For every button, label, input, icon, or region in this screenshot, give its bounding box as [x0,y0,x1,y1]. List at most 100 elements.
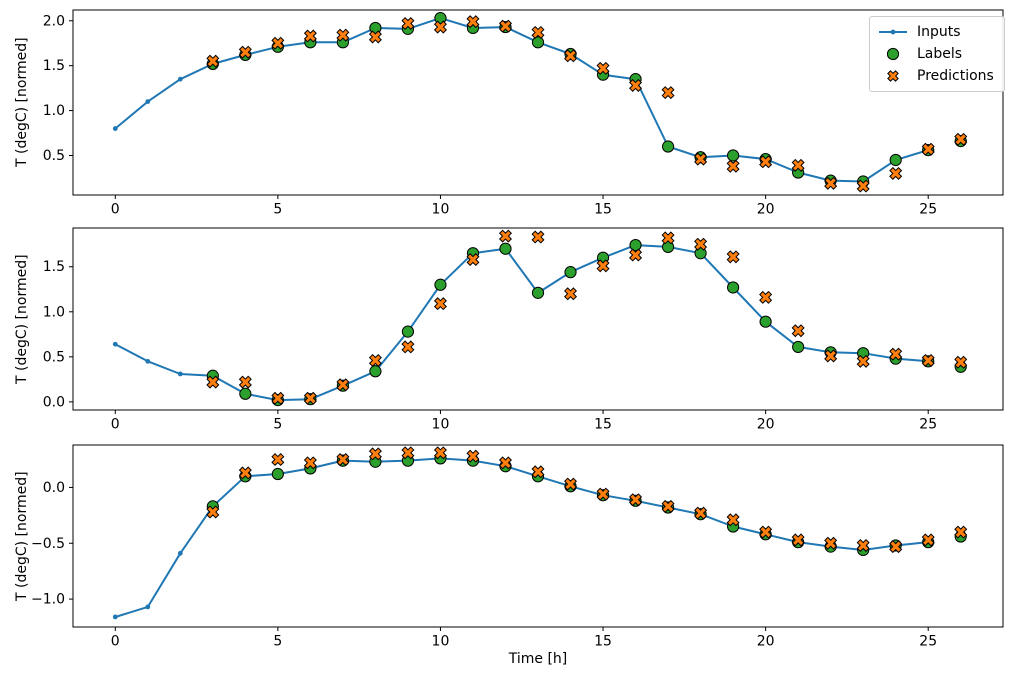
label-point [499,242,512,255]
label-point [792,340,805,354]
inputs-point [145,99,151,105]
prediction-point [661,86,675,100]
label-point [661,140,675,153]
prediction-point [498,456,512,470]
prediction-point [629,78,643,92]
prediction-point [433,20,447,34]
subplot-3: 0 5 10 15 20 25 0.0 −0.5 −1.0 [31,444,1004,650]
y-tick-label: 1.5 [43,259,65,275]
axes-frame [72,227,1004,411]
y-tick-label: 1.0 [43,304,65,320]
inputs-point [177,76,183,82]
prediction-point [694,237,708,251]
inputs-point [112,341,118,347]
prediction-point [726,513,740,527]
prediction-point [856,538,870,552]
legend: Inputs Labels Predictions [869,16,1005,92]
y-tick-label: 0.5 [43,349,65,365]
prediction-point [433,446,447,460]
prediction-point [954,132,968,146]
prediction-point [531,230,545,244]
label-point [531,286,545,299]
prediction-point [303,456,317,470]
x-tick-label: 25 [919,202,937,218]
prediction-point [336,453,350,467]
prediction-point [824,176,838,190]
prediction-point [531,25,545,39]
y-tick-label: 1.5 [43,58,65,74]
subplot-2: 0 5 10 15 20 25 0.0 0.5 1.0 1.5 [43,227,1004,433]
inputs-point [145,358,151,364]
prediction-point [271,391,285,405]
x-tick-label: 0 [111,634,120,650]
x-tick-label: 5 [273,634,282,650]
prediction-point [271,36,285,50]
legend-item-inputs: Inputs [878,23,994,41]
x-tick-label: 10 [432,202,450,218]
x-tick-label: 15 [594,417,612,433]
prediction-point [694,152,708,166]
prediction-point [791,158,805,172]
inputs-point [112,614,118,620]
inputs-line [114,244,929,402]
label-point [369,365,382,378]
prediction-point [661,231,675,245]
label-point [727,149,740,162]
x-tick-label: 20 [757,634,775,650]
prediction-point [791,324,805,338]
inputs-line [114,17,929,183]
prediction-point [726,250,740,264]
legend-label-inputs: Inputs [917,24,961,40]
prediction-point [856,354,870,368]
prediction-point [824,536,838,550]
legend-label-predictions: Predictions [917,68,994,84]
y-tick-label: 2.0 [43,13,65,29]
axes-frame [72,9,1004,196]
x-tick-label: 20 [757,202,775,218]
inputs-point [145,604,151,610]
prediction-point [726,159,740,173]
prediction-point [303,29,317,43]
prediction-point [401,16,415,30]
inputs-line [115,457,929,618]
prediction-point [466,253,480,267]
prediction-point [661,499,675,513]
x-tick-label: 5 [273,202,282,218]
y-tick-label: −1.0 [31,592,65,608]
prediction-point [694,506,708,520]
inputs-point [177,550,183,556]
prediction-point [791,533,805,547]
inputs-point [177,371,183,377]
x-tick-label: 0 [111,202,120,218]
prediction-point [498,19,512,33]
prediction-point [238,466,252,480]
prediction-point [206,375,220,389]
prediction-point [498,229,512,243]
y-axis-label-subplot-2: T (degC) [normed] [14,254,30,384]
prediction-point [238,45,252,59]
prediction-point [368,447,382,461]
prediction-point [564,49,578,63]
prediction-point [954,525,968,539]
subplot-1: 0 5 10 15 20 25 0.5 1.0 1.5 2.0 [43,9,1004,218]
prediction-point [889,166,903,180]
prediction-point [921,353,935,367]
prediction-point [401,446,415,460]
prediction-point [759,290,773,304]
label-point [759,315,772,328]
label-point [271,467,284,481]
prediction-point [368,353,382,367]
prediction-point [889,540,903,554]
legend-label-labels: Labels [917,46,963,62]
labels-circle-icon [878,46,908,62]
prediction-point [564,477,578,491]
prediction-point [954,355,968,369]
x-tick-label: 25 [919,417,937,433]
x-tick-label: 15 [594,634,612,650]
axes-frame [72,444,1004,628]
x-tick-label: 15 [594,202,612,218]
prediction-point [336,378,350,392]
prediction-point [271,453,285,467]
inputs-point [112,126,118,131]
